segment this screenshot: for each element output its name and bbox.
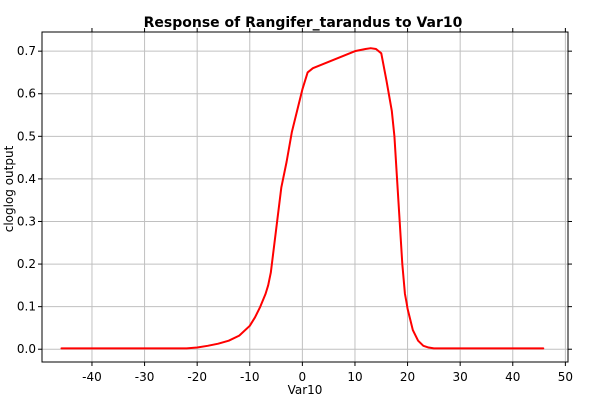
axis-ticks: -40 -30 -20 -10 0 10 20 30 40 50 0.0 0.1 0.2 0.3 0.4 0.… xyxy=(17,28,573,384)
x-axis-label: Var10 xyxy=(288,383,323,397)
plot-frame xyxy=(41,31,569,363)
series-line xyxy=(60,47,545,350)
y-tick-label: 0.1 xyxy=(17,300,36,314)
x-tick-label: -20 xyxy=(187,370,207,384)
series-layer xyxy=(60,47,545,350)
y-tick-label: 0.3 xyxy=(17,214,36,228)
y-tick-label: 0.5 xyxy=(17,129,36,143)
x-tick-label: -10 xyxy=(240,370,260,384)
y-tick-label: 0.2 xyxy=(17,257,36,271)
x-tick-label: 20 xyxy=(400,370,415,384)
x-tick-label: 40 xyxy=(505,370,520,384)
x-tick-label: -40 xyxy=(82,370,102,384)
x-tick-label: 50 xyxy=(558,370,573,384)
y-tick-label: 0.6 xyxy=(17,87,36,101)
chart-title: Response of Rangifer_tarandus to Var10 xyxy=(144,15,463,31)
y-tick-label: 0.0 xyxy=(17,342,36,356)
x-tick-label: -30 xyxy=(135,370,155,384)
y-tick-label: 0.4 xyxy=(17,172,36,186)
y-tick-label: 0.7 xyxy=(17,44,36,58)
x-tick-label: 0 xyxy=(299,370,307,384)
x-tick-label: 30 xyxy=(453,370,468,384)
x-tick-label: 10 xyxy=(347,370,362,384)
y-axis-label: cloglog output xyxy=(2,145,16,232)
